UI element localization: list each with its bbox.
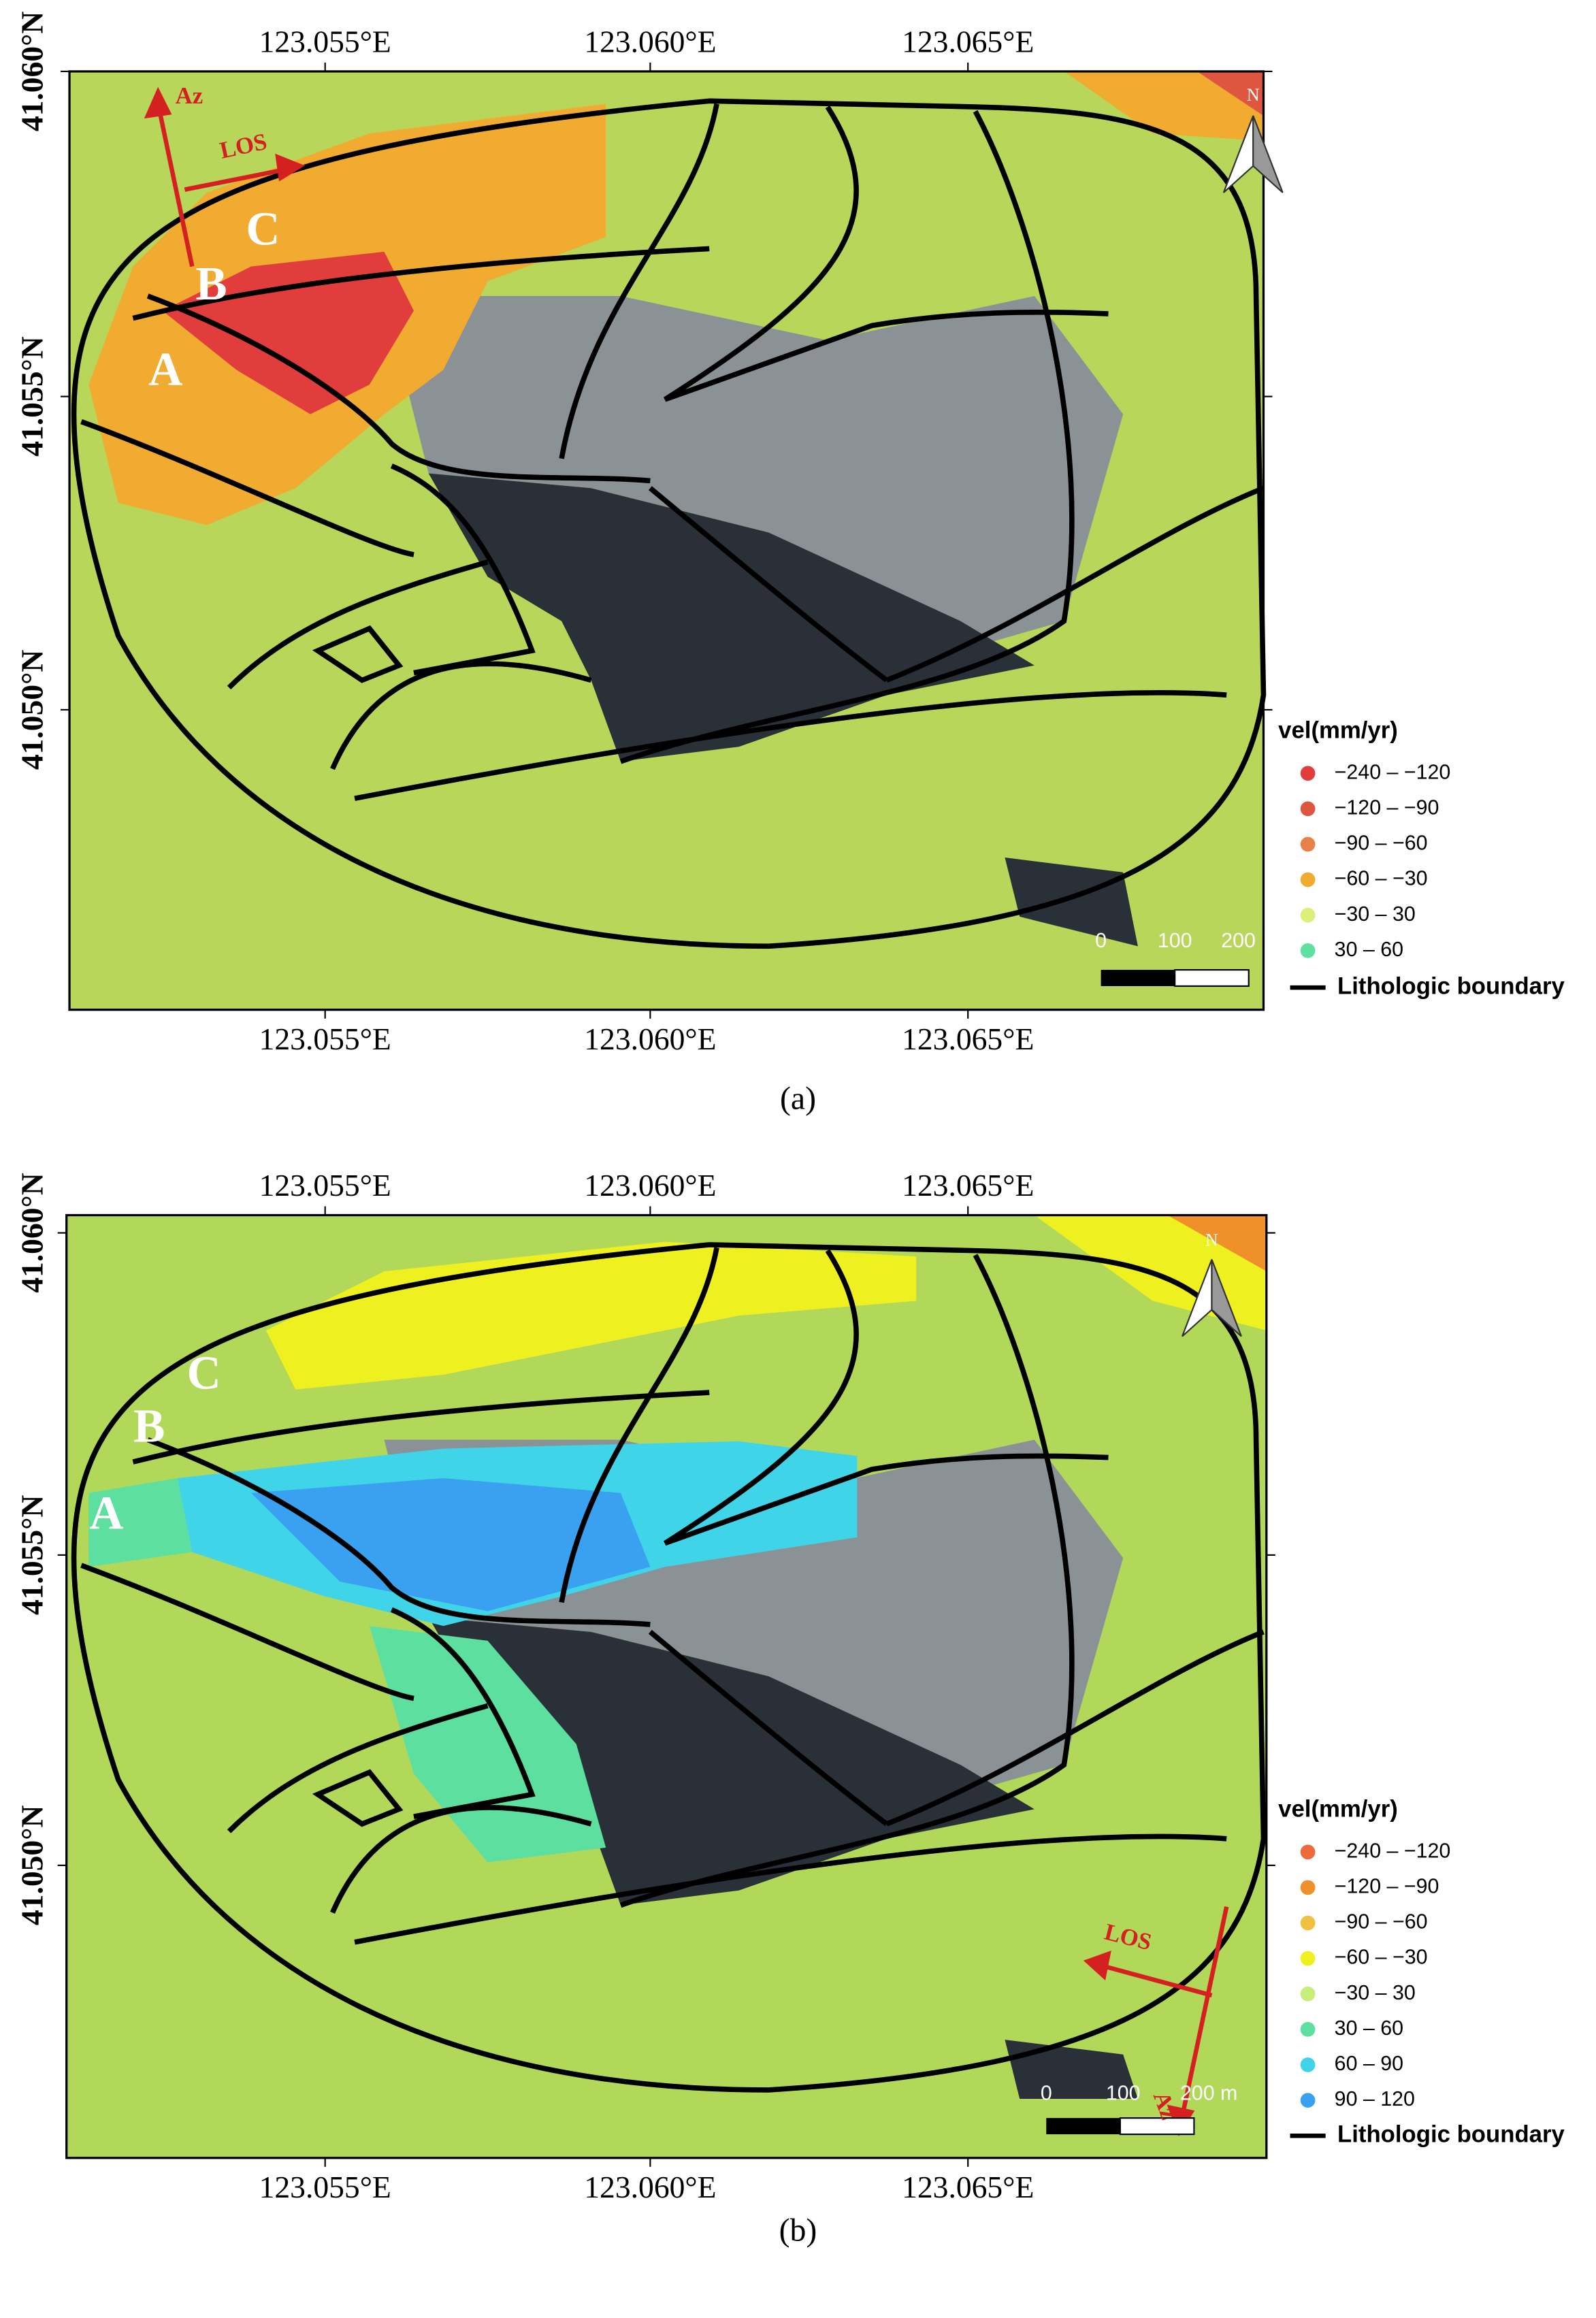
point-label: B: [195, 258, 227, 310]
x-tick-label: 123.055°E: [259, 1022, 391, 1056]
legend-label: −90 – −60: [1335, 1910, 1428, 1933]
legend-swatch: [1300, 766, 1316, 781]
caption: (b): [779, 2212, 817, 2248]
scale-label: 200: [1221, 929, 1256, 952]
scale-label: 100: [1158, 929, 1192, 952]
x-tick-label: 123.065°E: [902, 1168, 1034, 1203]
legend-swatch: [1300, 1844, 1316, 1860]
point-label: B: [133, 1400, 165, 1452]
x-tick-label: 123.065°E: [902, 2170, 1034, 2204]
y-tick-label: 41.050°N: [15, 1806, 50, 1926]
y-tick-label: 41.055°N: [15, 1495, 50, 1616]
north-label: N: [1205, 1230, 1218, 1250]
y-tick-label: 41.060°N: [15, 12, 50, 132]
arrow-label: Az: [176, 82, 203, 109]
legend-swatch: [1300, 801, 1316, 817]
scale-label: 0: [1041, 2081, 1052, 2104]
legend-label: 90 – 120: [1335, 2087, 1415, 2110]
y-tick-label: 41.060°N: [15, 1173, 50, 1293]
legend-swatch: [1300, 943, 1316, 958]
point-label: A: [148, 344, 182, 396]
caption: (a): [780, 1080, 816, 1116]
legend-label: 60 – 90: [1335, 2052, 1403, 2075]
y-tick-label: 41.050°N: [15, 650, 50, 770]
legend-label: −240 – −120: [1335, 1839, 1451, 1862]
legend-label: Lithologic boundary: [1337, 973, 1565, 999]
map-frame: [65, 1213, 1268, 2159]
legend-label: −90 – −60: [1335, 832, 1428, 855]
point-label: C: [246, 203, 280, 256]
x-tick-label: 123.060°E: [584, 1022, 716, 1056]
scale-bar: [1046, 968, 1250, 2136]
scale-label: 100: [1106, 2081, 1141, 2104]
x-tick-label: 123.060°E: [584, 1168, 716, 1203]
legend-swatch: [1300, 1950, 1316, 1966]
legend-label: −240 – −120: [1335, 760, 1451, 783]
legend-label: −30 – 30: [1335, 1981, 1416, 2004]
legend-swatch: [1300, 1915, 1316, 1931]
legend-swatch: [1300, 907, 1316, 923]
legend-swatch: [1300, 1880, 1316, 1895]
legend-swatch: [1300, 836, 1316, 852]
x-tick-label: 123.060°E: [584, 2170, 716, 2204]
x-tick-label: 123.060°E: [584, 24, 716, 59]
legend-swatch: [1300, 1986, 1316, 2002]
x-tick-label: 123.065°E: [902, 24, 1034, 59]
legend-label: 30 – 60: [1335, 2017, 1403, 2040]
legend-swatch: [1300, 872, 1316, 887]
legend-swatch: [1300, 2093, 1316, 2108]
legend-label: −120 – −90: [1335, 796, 1439, 819]
legend-swatch: [1300, 2057, 1316, 2072]
legend-title: vel(mm/yr): [1278, 718, 1398, 744]
legend-label: Lithologic boundary: [1337, 2121, 1565, 2147]
scale-label: 200 m: [1180, 2081, 1237, 2104]
x-tick-label: 123.055°E: [259, 24, 391, 59]
scale-label: 0: [1095, 929, 1107, 952]
north-arrow: [1182, 115, 1284, 1337]
map-b: [66, 1215, 1267, 2158]
map-frame: [68, 70, 1265, 1011]
legend-swatch: [1300, 2022, 1316, 2037]
y-tick-label: 41.055°N: [15, 336, 50, 457]
x-tick-label: 123.065°E: [902, 1022, 1034, 1056]
point-label: C: [187, 1347, 221, 1399]
legend-label: −30 – 30: [1335, 902, 1416, 926]
legend-title: vel(mm/yr): [1278, 1797, 1398, 1823]
x-tick-label: 123.055°E: [259, 2170, 391, 2204]
legend-label: −60 – −30: [1335, 867, 1428, 890]
point-label: A: [89, 1488, 123, 1540]
legend-label: 30 – 60: [1335, 938, 1403, 961]
legend-label: −120 – −90: [1335, 1874, 1439, 1897]
x-tick-label: 123.055°E: [259, 1168, 391, 1203]
legend-label: −60 – −30: [1335, 1946, 1428, 1969]
look-arrows: [144, 86, 1229, 2137]
north-label: N: [1247, 85, 1260, 105]
